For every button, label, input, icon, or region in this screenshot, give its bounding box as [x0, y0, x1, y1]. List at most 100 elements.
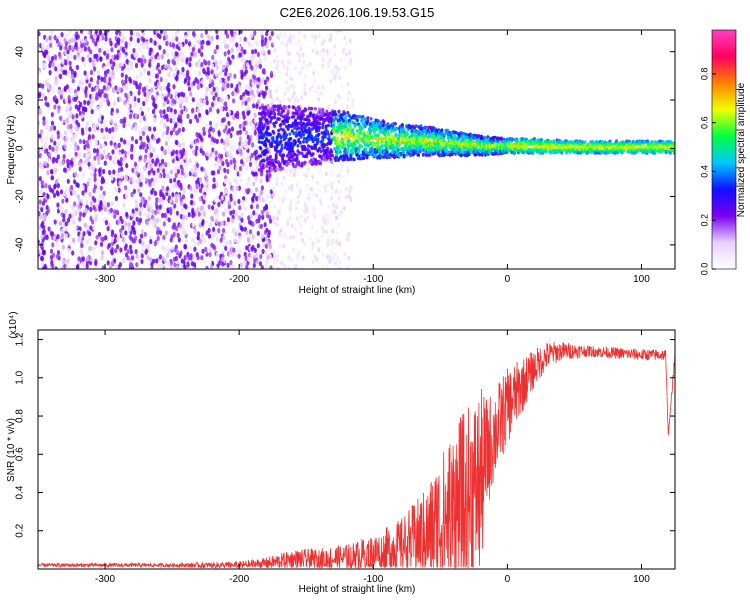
spectrogram-cell	[78, 55, 82, 61]
spectrogram-cell	[334, 112, 338, 117]
spectrogram-cell	[260, 34, 265, 41]
spectrogram-cell	[273, 124, 277, 128]
spectrogram-cell	[187, 86, 191, 92]
spectrogram-cell	[253, 150, 257, 156]
spectrogram-cell	[64, 97, 68, 103]
spectrogram-cell	[60, 31, 64, 38]
spectrogram-cell	[97, 159, 101, 166]
spectrogram-cell	[253, 112, 257, 118]
spectrogram-cell	[376, 119, 380, 123]
spectrogram-cell	[246, 105, 251, 111]
spectrogram-cell	[197, 58, 201, 64]
spectrogram-cell	[124, 221, 128, 227]
spectrogram-cell	[234, 252, 238, 259]
spectrogram-cell	[199, 216, 203, 222]
spectrogram-cell	[346, 106, 349, 111]
spectrogram-cell	[139, 206, 143, 212]
spectrogram-cell	[251, 196, 255, 202]
spectrogram-cell	[55, 79, 59, 85]
spectrogram-cell	[119, 137, 124, 143]
spectrogram-cell	[269, 155, 272, 159]
spectrogram-cell	[325, 53, 329, 58]
spectrogram-cell	[367, 137, 371, 142]
spectrogram-cell	[341, 50, 345, 55]
spectrogram-cell	[124, 193, 129, 200]
spectrogram-cell	[61, 160, 65, 166]
spectrogram-cell	[270, 30, 274, 37]
spectrogram-cell	[333, 44, 337, 49]
spectrogram-cell	[226, 262, 230, 268]
spectrogram-cell	[227, 49, 231, 55]
spectrogram-cell	[103, 50, 107, 56]
spectrogram-cell	[279, 122, 283, 127]
spectrogram-cell	[256, 89, 260, 95]
spectrogram-cell	[269, 120, 272, 124]
spectrogram-cell	[310, 146, 314, 151]
spectrogram-cell	[112, 169, 116, 175]
spectrogram-cell	[265, 169, 269, 174]
spectrogram-cell	[129, 30, 134, 36]
spectrogram-cell	[79, 30, 84, 34]
spectrogram-cell	[42, 116, 46, 122]
spectrogram-cell	[70, 74, 74, 80]
spectrogram-cell	[129, 249, 133, 255]
spectrogram-cell	[169, 66, 173, 72]
spectrogram-cell	[260, 232, 265, 238]
spectrogram-cell	[261, 124, 265, 128]
spectrogram-cell	[239, 94, 243, 101]
spectrogram-cell	[293, 266, 296, 269]
spectrogram-cell	[111, 135, 115, 142]
spectrogram-cell	[135, 170, 139, 176]
spectrogram-cell	[152, 147, 156, 153]
spectrogram-cell	[166, 252, 170, 259]
spectrogram-cell	[154, 30, 159, 34]
spectrogram-cell	[89, 149, 94, 155]
spectrogram-cell	[318, 121, 322, 126]
spectrogram-cell	[294, 66, 297, 71]
spectrogram-cell	[129, 244, 133, 250]
spectrogram-cell	[176, 232, 180, 238]
spectrogram-cell	[138, 217, 143, 223]
spectrogram-cell	[156, 235, 160, 241]
spectrogram-cell	[344, 41, 348, 47]
spectrogram-cell	[108, 70, 112, 77]
spectrogram-cell	[38, 161, 41, 167]
spectrogram-cell	[95, 148, 100, 154]
spectrogram-cell	[240, 141, 244, 147]
spectrogram-cell	[171, 118, 175, 124]
spectrogram-cell	[277, 117, 281, 121]
spectrogram-cell	[293, 126, 297, 130]
spectrogram-cell	[207, 34, 211, 41]
spectrogram-cell	[40, 138, 44, 144]
spectrogram-cell	[62, 154, 66, 160]
spectrogram-cell	[326, 146, 330, 151]
spectrogram-cell	[326, 182, 330, 188]
spectrogram-cell	[241, 100, 245, 106]
spectrogram-cell	[244, 255, 248, 261]
spectrogram-cell	[157, 55, 161, 61]
spectrogram-cell	[182, 92, 186, 98]
spectrogram-cell	[264, 243, 268, 249]
spectrogram-cell	[156, 158, 160, 164]
spectrogram-cell	[193, 262, 197, 268]
spectrogram-cell	[79, 233, 83, 239]
spectrogram-cell	[161, 244, 165, 250]
spectrogram-cell	[358, 115, 362, 119]
spectrogram-cell	[176, 58, 180, 64]
spectrogram-cell	[185, 158, 189, 164]
spectrogram-cell	[229, 260, 233, 266]
spectrogram-cell	[266, 76, 270, 82]
spectrogram-cell	[124, 54, 128, 60]
spectrogram-cell	[211, 81, 215, 87]
spectrogram-cell	[134, 40, 138, 47]
spectrogram-cell	[93, 176, 97, 183]
spectrogram-cell	[433, 151, 437, 156]
spectrogram-cell	[100, 88, 104, 95]
spectrogram-cell	[243, 36, 247, 42]
spectrogram-cell	[119, 156, 123, 163]
spectrogram-cell	[283, 130, 287, 135]
spectrogram-cell	[95, 86, 99, 92]
spectrogram-cell	[125, 189, 129, 195]
spectrogram-cell	[366, 119, 370, 124]
spectrogram-cell	[200, 166, 204, 172]
